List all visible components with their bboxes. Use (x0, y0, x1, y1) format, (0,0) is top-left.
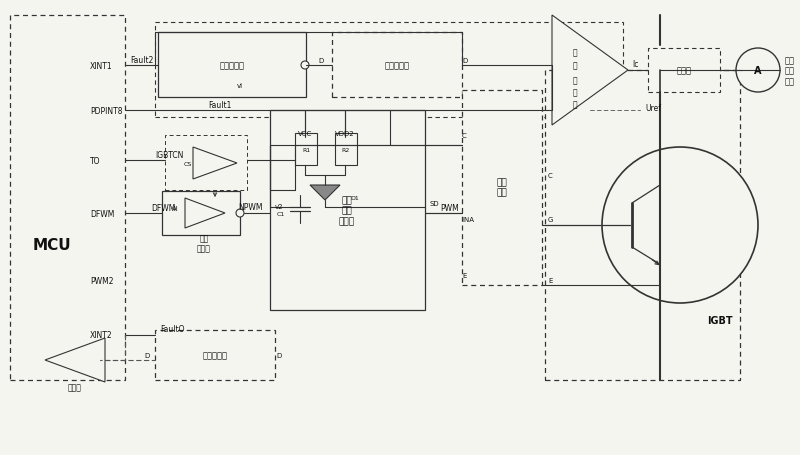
Text: 滤波器: 滤波器 (677, 66, 691, 76)
Circle shape (602, 148, 758, 303)
Text: 较: 较 (573, 61, 578, 71)
Circle shape (301, 62, 309, 70)
Text: A: A (754, 66, 762, 76)
Bar (158, 33, 306, 98)
Bar (155, 330, 275, 380)
Polygon shape (45, 338, 105, 382)
Text: Fault1: Fault1 (208, 100, 232, 109)
Text: SD: SD (430, 201, 440, 207)
Text: VCC: VCC (298, 131, 312, 136)
Bar (162, 192, 240, 236)
Text: 第一延时器: 第一延时器 (385, 61, 410, 71)
Text: IGBT: IGBT (707, 315, 733, 325)
Text: 仪控
驱动器: 仪控 驱动器 (197, 234, 211, 253)
Text: 驱动
模块: 驱动 模块 (497, 178, 507, 197)
Text: CS: CS (184, 161, 192, 166)
Text: R2: R2 (342, 147, 350, 152)
Text: 大: 大 (573, 88, 578, 97)
Text: vi: vi (237, 83, 243, 89)
Bar (295, 134, 317, 166)
Text: 电平
幅值
转换器: 电平 幅值 转换器 (339, 196, 355, 225)
Text: TO: TO (90, 156, 101, 165)
Text: D1: D1 (350, 195, 358, 200)
Text: PWM2: PWM2 (90, 276, 114, 285)
Text: E: E (548, 278, 552, 283)
Text: 电流
检测
电路: 电流 检测 电路 (785, 56, 795, 86)
Text: IGBTCN: IGBTCN (155, 150, 183, 159)
Text: 比: 比 (573, 48, 578, 57)
Text: Uref: Uref (645, 103, 661, 112)
Polygon shape (185, 198, 225, 228)
Bar (165, 136, 247, 191)
Text: D: D (318, 58, 323, 64)
Bar (155, 23, 623, 118)
Text: D: D (145, 352, 150, 358)
Bar (332, 33, 462, 98)
Text: D: D (276, 352, 282, 358)
Text: R1: R1 (302, 147, 310, 152)
Text: DFWM: DFWM (151, 203, 175, 212)
Text: PDPINT8: PDPINT8 (90, 106, 122, 115)
Text: INA: INA (462, 217, 474, 222)
Text: D: D (462, 58, 467, 64)
Circle shape (236, 210, 244, 217)
Text: MCU: MCU (33, 238, 71, 253)
Text: AI: AI (172, 206, 178, 212)
Text: v2: v2 (275, 203, 283, 210)
Bar (270, 111, 425, 310)
Polygon shape (193, 148, 237, 180)
Text: C1: C1 (277, 211, 285, 216)
Text: 比较器: 比较器 (68, 383, 82, 392)
Text: Ic: Ic (632, 59, 638, 68)
Text: NPWM: NPWM (238, 202, 262, 211)
Bar (335, 134, 357, 166)
Text: DFWM: DFWM (90, 209, 114, 218)
Text: 第二延时器: 第二延时器 (202, 351, 227, 360)
Text: Fault2: Fault2 (130, 56, 154, 64)
Polygon shape (310, 186, 340, 201)
Bar (545, 71, 740, 380)
Polygon shape (552, 16, 628, 126)
Text: XINT1: XINT1 (90, 61, 113, 71)
Text: FaultO: FaultO (160, 324, 185, 333)
Text: E: E (462, 273, 466, 278)
Text: 器: 器 (573, 100, 578, 109)
Text: C: C (548, 172, 553, 179)
Text: C: C (462, 133, 466, 139)
Text: G: G (548, 217, 554, 222)
Text: 光信号隔离: 光信号隔离 (219, 61, 245, 71)
Text: XINT2: XINT2 (90, 331, 113, 340)
Bar (10, 16, 125, 380)
Text: VDD2: VDD2 (335, 131, 355, 136)
Bar (648, 49, 720, 93)
Circle shape (736, 49, 780, 93)
Bar (462, 91, 542, 285)
Text: 放: 放 (573, 76, 578, 86)
Text: PWM: PWM (440, 203, 458, 212)
